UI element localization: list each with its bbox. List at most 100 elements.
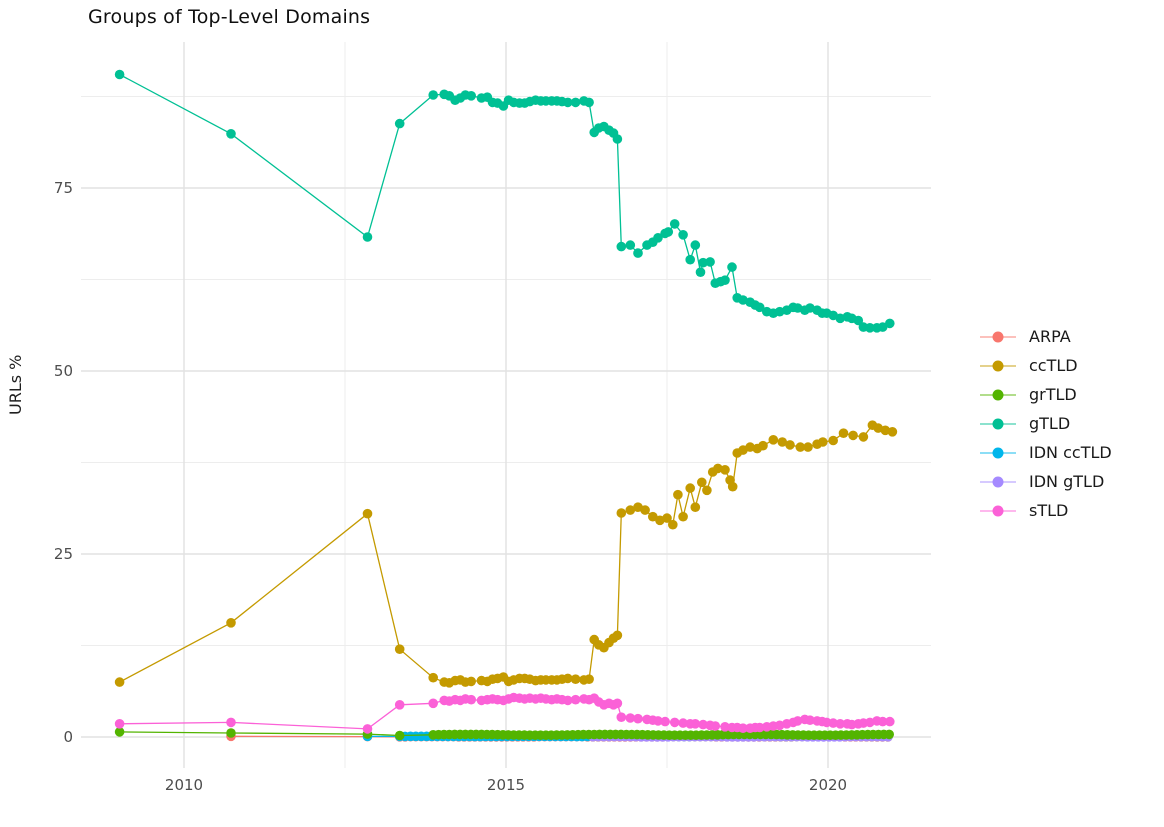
chart-title: Groups of Top-Level Domains	[88, 6, 371, 28]
data-point	[612, 630, 623, 641]
data-point	[570, 97, 581, 108]
data-point	[828, 718, 838, 728]
legend-key-dot	[992, 476, 1004, 487]
data-point	[884, 729, 894, 740]
data-point	[653, 233, 663, 243]
data-point	[727, 481, 738, 492]
data-point	[727, 262, 737, 272]
data-point	[702, 485, 712, 496]
series-grtld	[114, 727, 894, 741]
data-point	[803, 442, 813, 452]
y-tick-label: 25	[54, 545, 73, 563]
legend-key-icon	[980, 505, 1016, 516]
data-point	[678, 230, 688, 240]
data-point	[720, 275, 730, 286]
data-point	[710, 721, 721, 731]
data-point	[114, 719, 125, 729]
data-point	[720, 465, 730, 475]
data-point	[877, 322, 888, 332]
legend-item-idn-gtld: IDN gTLD	[978, 467, 1112, 496]
series-stld	[114, 692, 895, 734]
data-point	[114, 677, 125, 687]
data-point	[887, 427, 898, 437]
data-point	[584, 674, 594, 684]
legend: ARPA ccTLD grTLD gTLD IDN ccTLD IDN gTLD sTLD	[978, 322, 1112, 525]
legend-label: ccTLD	[1029, 356, 1078, 375]
data-point	[835, 719, 845, 729]
data-point	[114, 69, 125, 80]
data-point	[625, 505, 636, 515]
data-point	[570, 694, 581, 705]
series-cctld	[114, 420, 898, 688]
legend-key-icon	[980, 418, 1016, 429]
data-point	[865, 323, 875, 333]
x-tick-label: 2020	[809, 776, 847, 794]
data-point	[690, 502, 701, 512]
data-point	[738, 723, 748, 733]
x-tick-label: 2015	[487, 776, 525, 794]
data-point	[226, 728, 236, 738]
legend-label: IDN ccTLD	[1029, 443, 1112, 462]
data-point	[616, 508, 627, 518]
legend-item-stld: sTLD	[978, 496, 1112, 525]
series-line	[119, 73, 891, 329]
axis-tick-labels: 0 25 50 75 2010 2015 2020	[54, 179, 847, 794]
data-point	[394, 700, 405, 710]
data-point	[697, 477, 707, 488]
data-point	[394, 644, 405, 654]
data-point	[877, 716, 888, 727]
legend-key-icon	[980, 331, 1016, 342]
data-point	[754, 722, 765, 733]
data-point	[695, 267, 706, 278]
data-point	[785, 440, 795, 450]
legend-label: ARPA	[1029, 327, 1071, 346]
data-point	[394, 118, 405, 129]
data-point	[662, 513, 672, 523]
legend-key-icon	[980, 360, 1016, 371]
legend-key-icon	[980, 389, 1016, 400]
data-point	[885, 318, 895, 329]
data-point	[663, 227, 674, 237]
legend-item-gtld: gTLD	[978, 409, 1112, 438]
data-point	[678, 511, 688, 522]
y-axis-title-text: URLs %	[6, 354, 25, 415]
data-point	[713, 463, 723, 474]
data-point	[625, 713, 636, 723]
data-point	[563, 695, 573, 706]
data-point	[428, 672, 439, 683]
data-point	[616, 712, 627, 722]
legend-key-dot	[992, 447, 1004, 458]
data-point	[690, 240, 701, 250]
y-axis-title: URLs %	[0, 355, 91, 415]
legend-item-cctld: ccTLD	[978, 351, 1112, 380]
legend-key-dot	[992, 505, 1004, 516]
series-layer	[114, 69, 898, 742]
data-point	[768, 435, 779, 445]
data-point	[570, 674, 581, 684]
legend-key-dot	[992, 418, 1004, 429]
data-point	[612, 134, 623, 144]
data-point	[685, 254, 695, 265]
data-point	[612, 698, 623, 709]
legend-key-icon	[980, 447, 1016, 458]
data-point	[698, 719, 708, 730]
data-point	[640, 505, 650, 515]
data-point	[668, 519, 678, 530]
data-point	[633, 248, 643, 258]
data-point	[563, 97, 573, 108]
legend-item-idn-cctld: IDN ccTLD	[978, 438, 1112, 467]
data-point	[466, 676, 477, 687]
legend-label: sTLD	[1029, 501, 1069, 520]
data-point	[616, 241, 627, 252]
legend-item-arpa: ARPA	[978, 322, 1112, 351]
data-point	[858, 432, 869, 442]
data-point	[758, 440, 768, 451]
data-point	[466, 694, 477, 705]
data-point	[698, 257, 708, 268]
legend-item-grtld: grTLD	[978, 380, 1112, 409]
data-point	[678, 718, 688, 728]
data-point	[885, 716, 895, 727]
data-point	[394, 730, 405, 741]
